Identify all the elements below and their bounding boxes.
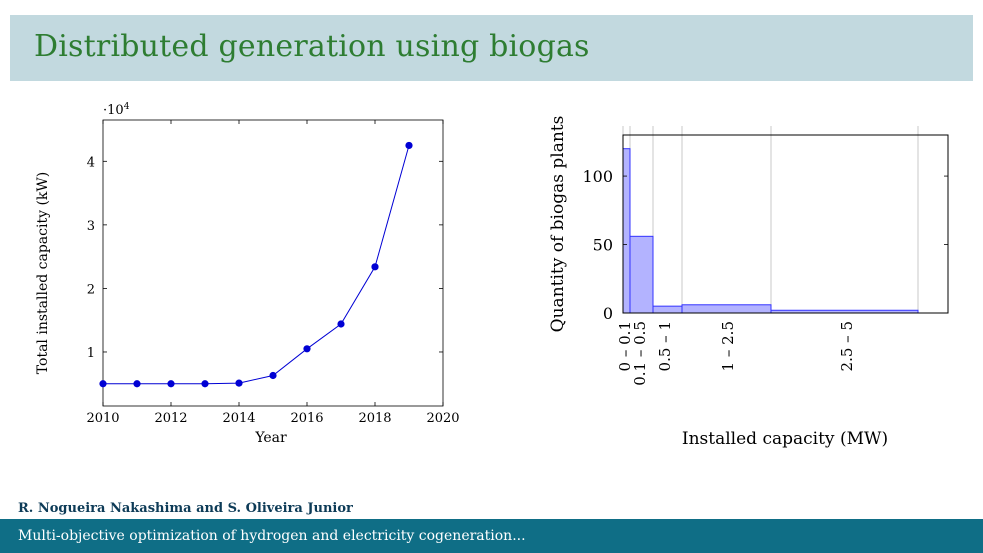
x-tick-label: 2018 [358, 411, 391, 426]
y-tick-label: 100 [582, 167, 613, 186]
data-point [133, 380, 141, 388]
data-point [371, 263, 379, 271]
y-tick-label: 3 [87, 219, 95, 234]
plot-frame [102, 119, 444, 407]
y-tick-label: 50 [593, 236, 613, 255]
data-point [337, 320, 345, 328]
data-point [99, 380, 107, 388]
x-tick-label: 2016 [290, 411, 323, 426]
x-category-label: 0 – 0.1 [616, 321, 634, 371]
histogram-bar [622, 148, 631, 314]
data-point [201, 380, 209, 388]
y-axis-label: Total installed capacity (kW) [35, 172, 51, 374]
y-tick-label: 0 [603, 304, 613, 323]
x-category-label: 2.5 – 5 [838, 321, 856, 371]
x-tick-label: 2012 [154, 411, 187, 426]
x-axis-label: Installed capacity (MW) [682, 429, 888, 449]
x-category-label: 0.1 – 0.5 [631, 321, 649, 386]
title-bar: Distributed generation using biogas [10, 15, 973, 81]
x-tick-label: 2020 [426, 411, 459, 426]
biogas-plants-histogram: 0 50 100 0 – 0.10.1 – 0.5 0.5 – 1 1 – 2.5 2.5 … [548, 116, 949, 449]
histogram-bar [652, 305, 683, 314]
y-tick-label: 1 [87, 346, 95, 361]
histogram-bar [681, 304, 772, 314]
x-axis-label: Year [254, 430, 287, 446]
data-point [303, 345, 311, 353]
data-point [405, 141, 413, 150]
footer-bar: Multi-objective optimization of hydrogen… [0, 519, 983, 553]
y-scale-exponent: 4 [124, 102, 130, 112]
series-line [103, 145, 410, 385]
slide-title: Distributed generation using biogas [34, 29, 590, 64]
x-category-label: 1 – 2.5 [719, 321, 737, 371]
plot-frame [622, 134, 949, 314]
y-axis-label: Quantity of biogas plants [548, 116, 568, 333]
authors: R. Nogueira Nakashima and S. Oliveira Ju… [18, 501, 353, 516]
x-tick-label: 2010 [86, 411, 119, 426]
data-point [269, 371, 277, 380]
x-tick-label: 2014 [222, 411, 255, 426]
histogram-bar [629, 235, 654, 314]
data-point [167, 380, 175, 388]
data-point [235, 379, 243, 387]
x-category-label: 0.5 – 1 [656, 321, 674, 371]
capacity-line-chart: 2010 2012 2014 2016 2018 20201234·104YearTota… [35, 102, 460, 446]
y-scale-label: ·104 [103, 102, 130, 118]
y-tick-label: 2 [87, 282, 95, 297]
footer-text: Multi-objective optimization of hydrogen… [18, 528, 526, 544]
y-tick-label: 4 [87, 155, 95, 170]
